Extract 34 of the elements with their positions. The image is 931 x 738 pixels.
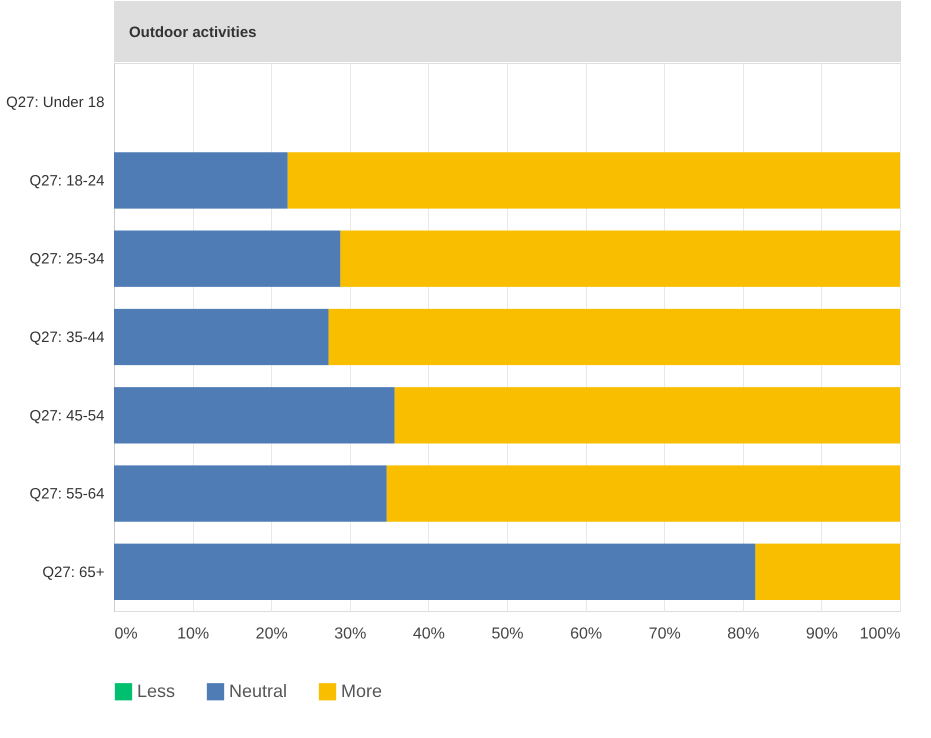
x-tick-label: 20% bbox=[256, 626, 288, 642]
bar bbox=[755, 544, 900, 600]
y-tick-label: Q27: 25-34 bbox=[29, 250, 104, 268]
bar bbox=[328, 308, 900, 366]
x-tick-label: 90% bbox=[806, 626, 838, 642]
bar bbox=[114, 230, 340, 287]
y-tick-label: Q27: Under 18 bbox=[6, 94, 104, 112]
bar bbox=[394, 387, 900, 444]
bar bbox=[114, 308, 329, 366]
y-tick-label: Q27: 65+ bbox=[42, 564, 105, 581]
x-tick-label: 30% bbox=[334, 626, 366, 642]
x-tick-label: 0% bbox=[114, 626, 138, 642]
x-tick-label: 10% bbox=[177, 626, 210, 642]
bar bbox=[114, 152, 288, 209]
y-tick-label: Q27: 35-44 bbox=[29, 329, 104, 346]
bar bbox=[340, 230, 900, 287]
x-tick-label: 80% bbox=[727, 626, 760, 642]
y-tick-label: Q27: 55-64 bbox=[29, 486, 104, 503]
chart-title: Outdoor activities bbox=[129, 24, 257, 41]
y-tick-label: Q27: 45-54 bbox=[29, 407, 104, 424]
bar bbox=[114, 465, 387, 522]
x-tick-label: 40% bbox=[412, 626, 445, 642]
x-tick-label: 50% bbox=[491, 626, 524, 642]
y-tick-label: Q27: 18-24 bbox=[29, 172, 104, 190]
bar bbox=[386, 465, 900, 522]
legend-label: More bbox=[341, 680, 382, 701]
bar bbox=[288, 152, 900, 209]
x-tick-label: 60% bbox=[570, 626, 602, 642]
x-tick-label: 100% bbox=[860, 626, 900, 642]
legend-label: Neutral bbox=[229, 680, 288, 701]
x-tick-label: 70% bbox=[648, 626, 681, 642]
legend-label: Less bbox=[137, 680, 176, 701]
bar bbox=[114, 544, 756, 600]
bar bbox=[114, 387, 395, 444]
